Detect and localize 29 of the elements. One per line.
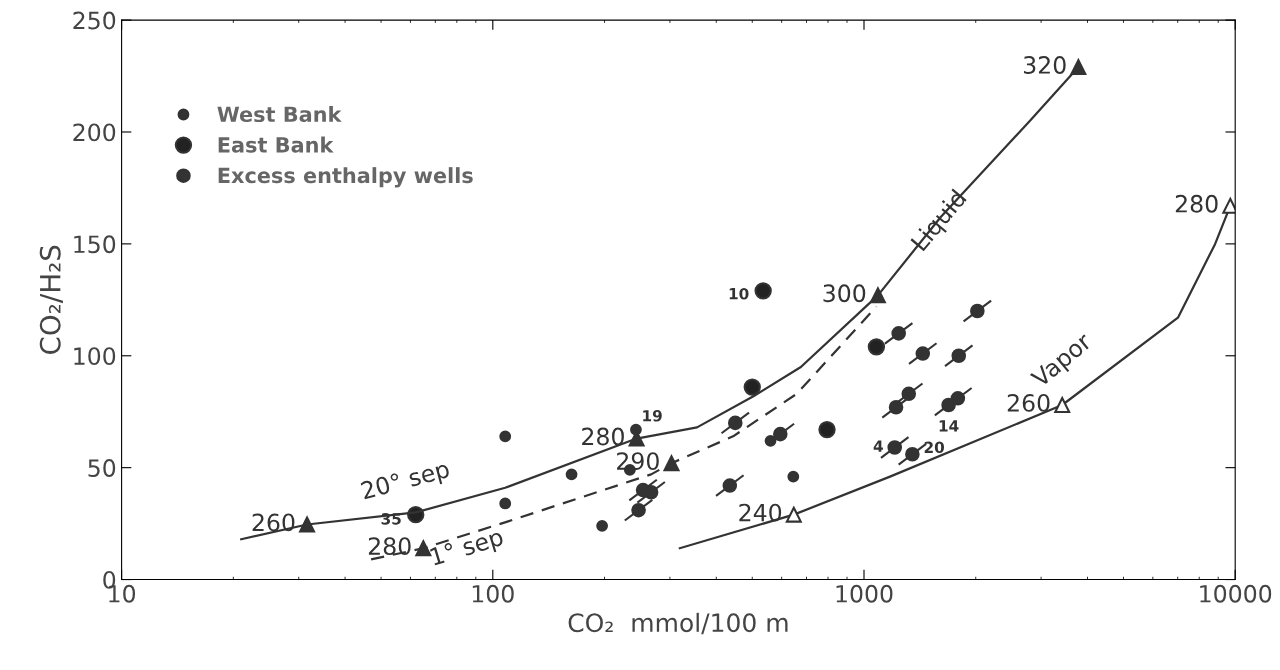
y-axis-title: CO₂/H₂S — [39, 245, 63, 354]
annotation: 280 — [582, 427, 624, 446]
x-axis-title: CO₂ mmol/100 m — [568, 612, 788, 635]
annotation: 320 — [1023, 56, 1066, 74]
annotation: 20° sep — [360, 459, 452, 505]
annotation: 280 — [1175, 194, 1218, 213]
annotation: 10 — [729, 287, 749, 300]
y-tick-label: 250 — [73, 11, 116, 30]
annotation: 1° sep — [429, 527, 506, 571]
annotation: 19 — [643, 410, 662, 422]
annotation: 260 — [1007, 393, 1050, 412]
y-tick-label: 200 — [73, 123, 116, 142]
y-tick-label: 100 — [74, 347, 116, 366]
legend-label: East Bank — [218, 136, 334, 153]
annotation: 4 — [873, 440, 883, 452]
y-tick-label: 50 — [88, 459, 116, 477]
x-tick-label: 10000 — [1200, 584, 1272, 603]
annotation: 290 — [617, 452, 659, 471]
x-tick-label: 100 — [472, 584, 514, 603]
y-tick-label: 150 — [74, 235, 116, 254]
annotation: 300 — [823, 284, 866, 303]
annotation: 260 — [252, 513, 295, 532]
legend-label: Excess enthalpy wells — [218, 167, 473, 188]
legend-label: West Bank — [217, 105, 342, 123]
x-tick-label: 1000 — [836, 584, 893, 603]
annotation: 280 — [368, 537, 411, 556]
annotation: 240 — [739, 503, 782, 522]
annotation: 14 — [939, 420, 959, 432]
annotation: 20 — [924, 441, 945, 454]
